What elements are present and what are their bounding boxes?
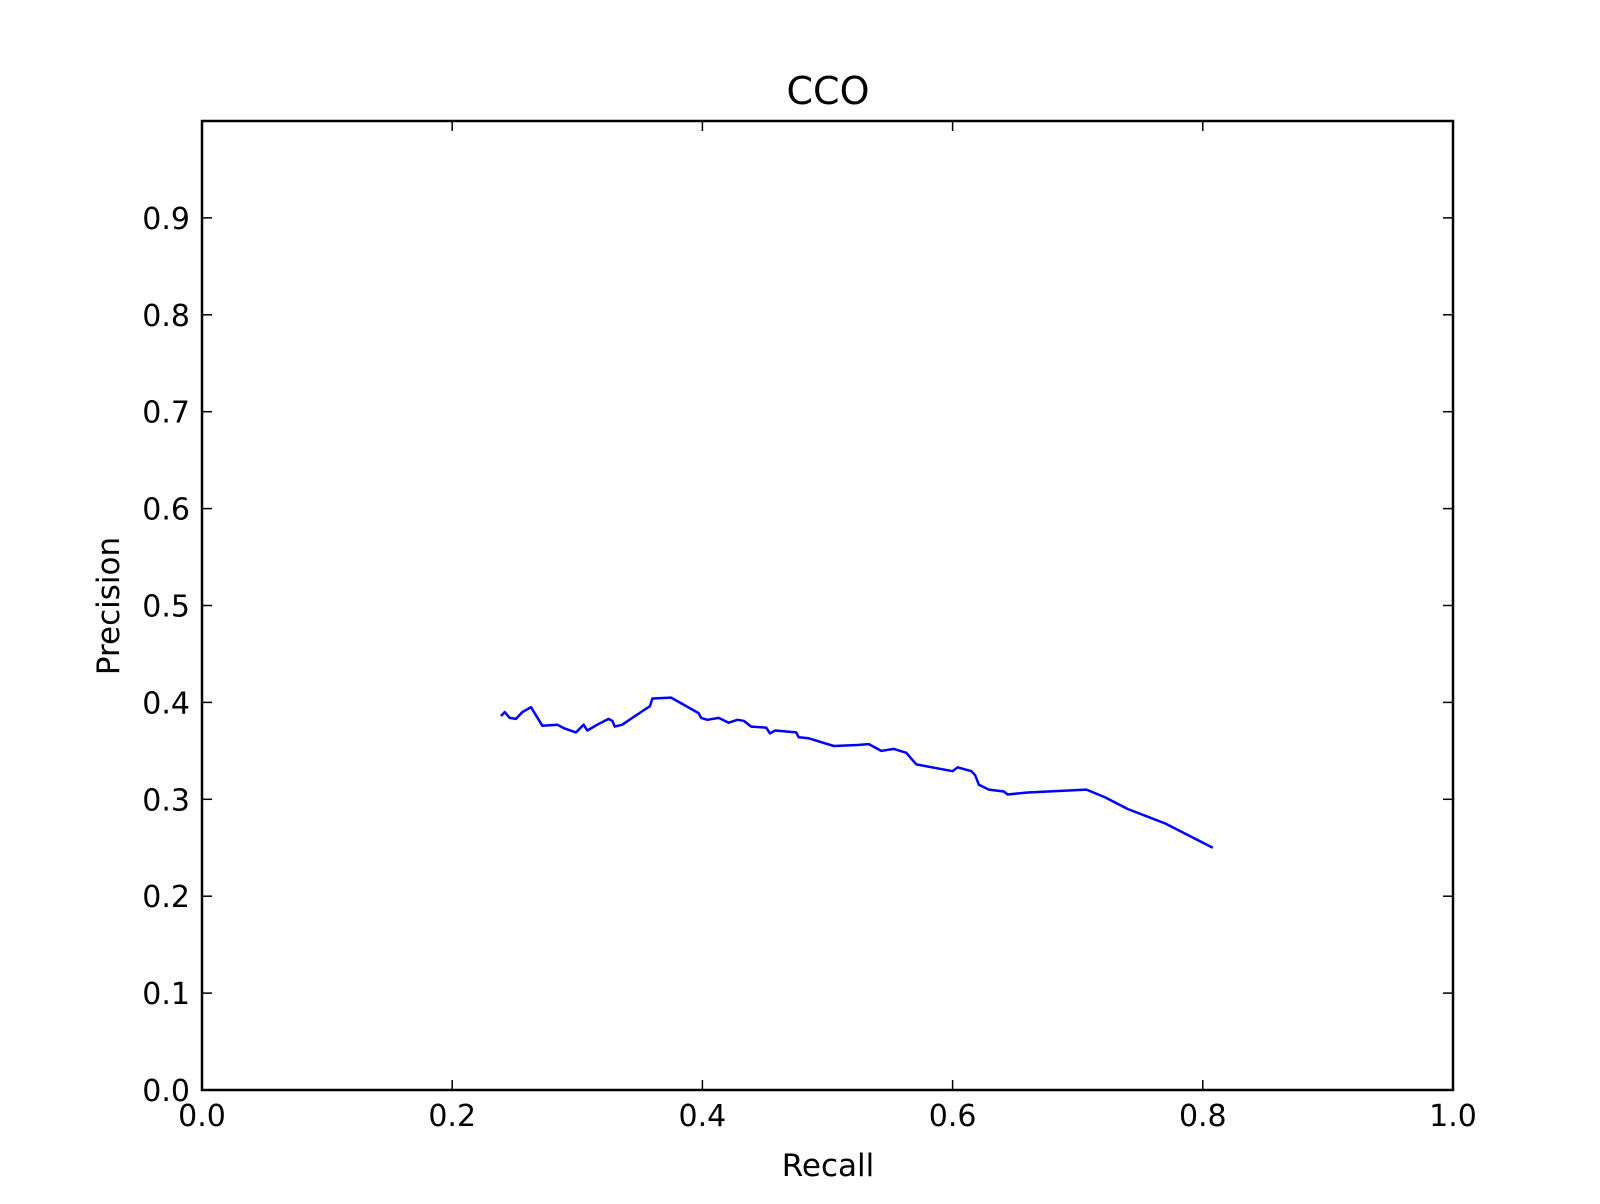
axis-ticks [201, 121, 1454, 1091]
x-tick-label: 0.4 [679, 1099, 727, 1134]
y-tick-label: 0.4 [142, 686, 190, 721]
x-tick-label: 0.2 [428, 1099, 476, 1134]
x-axis-title: Recall [782, 1148, 875, 1184]
y-tick-label: 0.9 [142, 202, 190, 237]
series-line-0 [500, 696, 1214, 849]
chart-title: CCO [787, 69, 870, 113]
y-tick-label: 0.7 [142, 396, 190, 431]
x-tick-label: 0.0 [178, 1099, 226, 1134]
y-tick-label: 0.1 [142, 977, 190, 1012]
x-tick-label: 0.6 [929, 1099, 977, 1134]
series-group [500, 696, 1214, 849]
x-tick-label: 1.0 [1429, 1099, 1477, 1134]
y-axis-title: Precision [91, 537, 127, 675]
x-tick-label: 0.8 [1179, 1099, 1227, 1134]
tick-labels: 0.0 0.2 0.4 0.6 0.8 1.0 0.0 0.1 0.2 0.3 0.4 0.5 0.6 0… [142, 202, 1477, 1134]
y-tick-label: 0.5 [142, 590, 190, 625]
y-tick-label: 0.6 [142, 493, 190, 528]
y-tick-label: 0.8 [142, 299, 190, 334]
y-tick-label: 0.0 [142, 1074, 190, 1109]
y-tick-label: 0.2 [142, 880, 190, 915]
plot-frame [200, 119, 1455, 1092]
y-tick-label: 0.3 [142, 783, 190, 818]
